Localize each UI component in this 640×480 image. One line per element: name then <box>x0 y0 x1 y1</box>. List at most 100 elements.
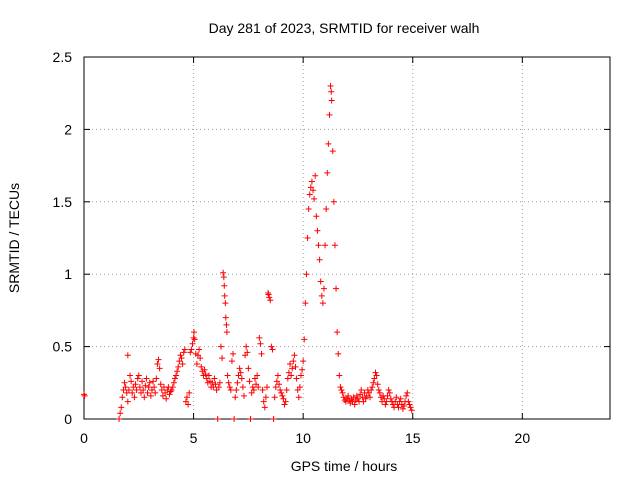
data-point <box>180 349 187 356</box>
data-point <box>400 402 407 409</box>
data-point <box>188 346 195 353</box>
data-point <box>408 407 415 414</box>
data-point <box>329 148 336 155</box>
data-point <box>128 378 135 385</box>
data-point <box>274 372 281 379</box>
data-point <box>397 395 404 402</box>
data-point <box>231 416 238 422</box>
data-point <box>387 395 394 402</box>
data-point <box>395 404 402 411</box>
data-point <box>303 271 310 278</box>
data-point <box>330 198 337 205</box>
data-point <box>223 321 230 328</box>
data-point <box>314 227 321 234</box>
data-point <box>304 235 311 241</box>
data-point <box>124 352 131 359</box>
data-point <box>142 382 149 389</box>
data-point <box>129 389 136 396</box>
data-point <box>337 384 344 391</box>
data-point <box>166 391 173 398</box>
data-point <box>353 392 360 399</box>
data-point <box>237 369 244 376</box>
data-point <box>184 394 191 401</box>
data-point <box>267 297 274 304</box>
data-point <box>168 387 175 394</box>
tick-layer: 0 5 10 15 20 0 0.5 1 1.5 2 2.5 <box>53 49 610 446</box>
data-point <box>223 329 230 336</box>
data-point <box>254 372 261 379</box>
data-point <box>404 389 411 396</box>
data-point <box>146 379 153 386</box>
data-point <box>211 375 218 382</box>
data-point <box>221 292 228 299</box>
data-point <box>171 375 178 382</box>
data-point <box>291 352 298 359</box>
data-point <box>342 398 349 405</box>
data-point <box>239 384 246 391</box>
data-point <box>362 395 369 402</box>
data-point <box>190 334 197 341</box>
data-point <box>269 346 276 353</box>
data-point <box>370 379 377 386</box>
data-point <box>374 381 381 388</box>
data-point <box>284 375 291 382</box>
data-point <box>131 394 138 401</box>
data-point <box>266 294 273 301</box>
data-point <box>313 213 320 220</box>
data-point <box>240 392 247 399</box>
data-point <box>191 329 198 336</box>
data-point <box>191 336 198 343</box>
data-point <box>403 392 410 399</box>
data-point <box>256 334 263 341</box>
data-point <box>282 398 289 405</box>
data-point <box>139 378 146 385</box>
data-point <box>305 206 312 213</box>
data-point <box>327 82 334 89</box>
data-point <box>320 285 327 292</box>
data-point <box>319 300 326 307</box>
data-point <box>209 379 216 386</box>
data-point <box>296 384 303 391</box>
data-point <box>134 375 141 382</box>
data-point <box>221 282 228 289</box>
data-point <box>333 285 340 292</box>
data-point <box>258 350 265 357</box>
data-point <box>227 387 234 394</box>
data-point <box>295 394 302 401</box>
y-tick-label: 2 <box>64 121 72 137</box>
data-point <box>141 394 148 401</box>
data-point <box>338 387 345 394</box>
y-tick-label: 1.5 <box>53 194 73 210</box>
x-tick-label: 20 <box>515 430 531 446</box>
data-point <box>278 389 285 396</box>
data-point <box>167 388 174 395</box>
data-point <box>234 379 241 386</box>
data-point <box>276 381 283 388</box>
data-point <box>150 378 157 385</box>
data-point <box>322 242 329 249</box>
data-point <box>219 355 226 362</box>
data-point <box>124 398 131 405</box>
data-point <box>133 387 140 394</box>
data-point <box>125 387 132 394</box>
data-point <box>299 366 306 373</box>
data-point <box>153 375 160 382</box>
data-point <box>198 363 205 370</box>
data-point <box>151 384 158 391</box>
y-tick-label: 2.5 <box>53 49 73 65</box>
data-point <box>173 372 180 379</box>
data-point <box>243 343 250 350</box>
data-point <box>143 375 150 382</box>
data-point <box>289 365 296 372</box>
data-point <box>170 379 177 386</box>
data-point <box>119 394 126 401</box>
marker-layer <box>81 82 415 422</box>
data-point <box>306 191 313 198</box>
data-point <box>121 379 128 386</box>
data-point <box>249 384 256 391</box>
x-tick-label: 0 <box>80 430 88 446</box>
data-point <box>385 387 392 394</box>
plot-frame <box>83 56 611 420</box>
data-point <box>271 394 278 401</box>
